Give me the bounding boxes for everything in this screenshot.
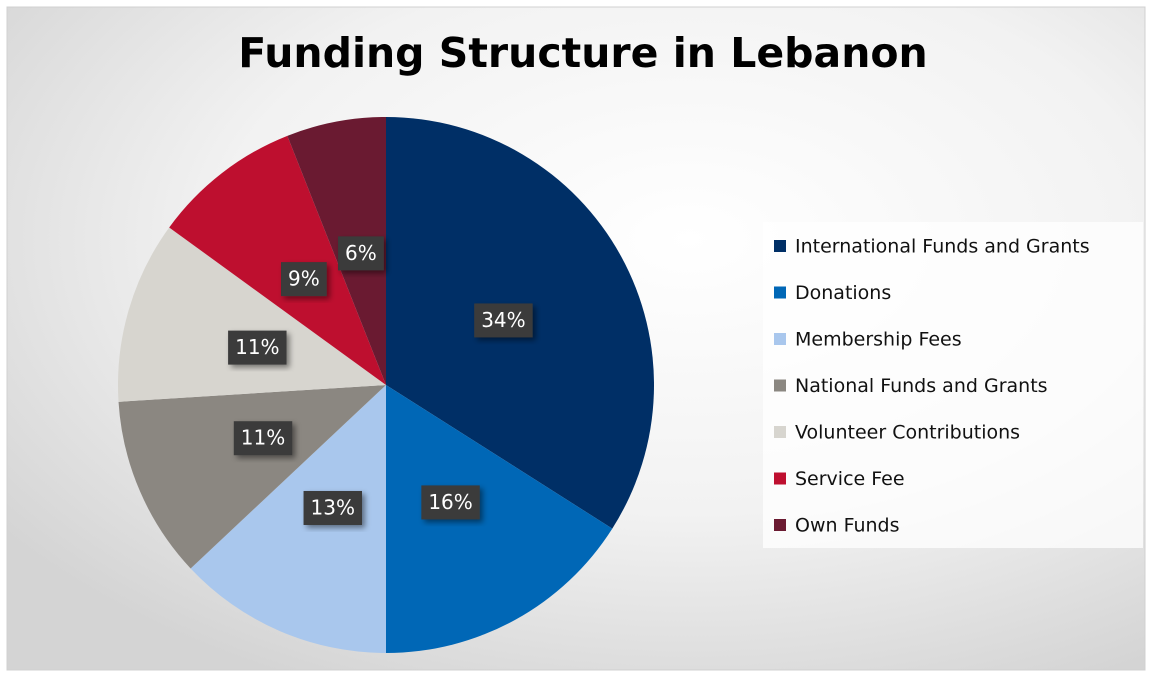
- data-label-box: [474, 303, 533, 338]
- legend-label: Own Funds: [795, 515, 900, 537]
- data-label-text: 9%: [288, 267, 320, 291]
- data-label-box: [303, 490, 363, 525]
- pie-slice: [169, 135, 386, 385]
- legend-label: Service Fee: [795, 468, 905, 490]
- pie-slice: [386, 385, 613, 653]
- legend-marker: [774, 426, 786, 438]
- data-label-box: [338, 236, 384, 271]
- data-label-box: [228, 330, 287, 365]
- legend: [763, 222, 1143, 548]
- data-label: 13%: [303, 490, 363, 525]
- legend-marker: [774, 240, 786, 252]
- pie-slice: [118, 227, 386, 402]
- data-label-box: [233, 421, 293, 456]
- data-label-text: 6%: [345, 241, 377, 265]
- data-label-text: 16%: [428, 490, 472, 514]
- legend-label: National Funds and Grants: [795, 375, 1048, 397]
- data-label: 9%: [281, 262, 327, 297]
- legend-marker: [774, 519, 786, 531]
- legend-marker: [774, 333, 786, 345]
- legend-label: Membership Fees: [795, 329, 962, 351]
- data-label: 11%: [233, 421, 293, 456]
- chart-title: Funding Structure in Lebanon: [238, 29, 928, 77]
- legend-marker: [774, 286, 786, 299]
- data-label-text: 11%: [235, 335, 279, 359]
- data-label: 16%: [421, 485, 480, 520]
- legend-label: Volunteer Contributions: [795, 422, 1020, 444]
- pie-slice: [118, 385, 386, 569]
- data-label-box: [281, 262, 327, 297]
- data-label: 11%: [228, 330, 287, 365]
- pie-slice: [190, 385, 386, 653]
- pie-slice: [287, 117, 386, 385]
- data-label: 34%: [474, 303, 533, 338]
- data-label: 6%: [338, 236, 384, 271]
- legend-marker: [774, 472, 786, 485]
- data-label-box: [421, 485, 480, 520]
- data-label-text: 13%: [311, 495, 355, 519]
- legend-marker: [774, 379, 786, 392]
- data-label-text: 34%: [481, 308, 525, 332]
- data-label-text: 11%: [241, 426, 285, 450]
- legend-label: International Funds and Grants: [795, 236, 1090, 258]
- legend-label: Donations: [795, 282, 891, 304]
